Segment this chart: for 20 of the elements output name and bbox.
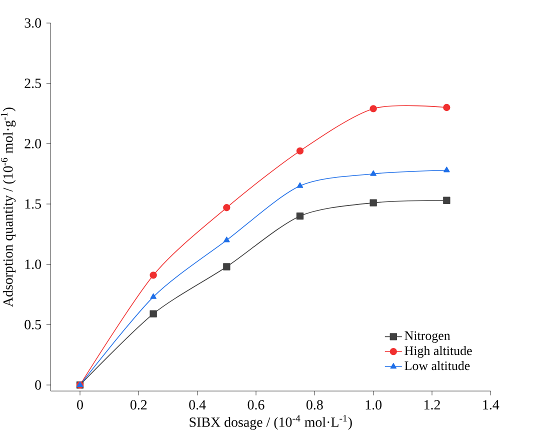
legend-label: High altitude [404, 346, 472, 358]
x-tick-label: 0 [77, 400, 83, 410]
y-tick-label: 0.5 [24, 320, 42, 330]
y-tick-label: 0 [35, 380, 42, 390]
y-tick-label: 1.0 [25, 260, 42, 270]
y-axis-title: Adsorption quantity / (10$^{-6}$ mol·g$^{-1}$) [0, 108, 16, 307]
x-axis-title: SIBX dosage / (10$^{-4}$ mol·L$^{-1}$) [190, 415, 352, 430]
y-tick-label: 2.0 [24, 138, 42, 148]
x-tick-label: 1.0 [366, 400, 382, 410]
y-tick-label: 1.5 [25, 199, 42, 209]
x-tick-label: 0.8 [306, 400, 323, 410]
x-tick-label: 0.2 [130, 400, 147, 410]
x-tick-label: 1.4 [483, 400, 500, 410]
legend-label: Low altitude [404, 361, 470, 370]
y-tick-label: 3.0 [24, 18, 42, 28]
x-tick-label: 1.2 [424, 400, 440, 410]
y-tick-label: 2.5 [24, 78, 42, 88]
x-tick-label: 0.4 [189, 400, 206, 410]
legend-label: Nitrogen [404, 331, 450, 343]
x-tick-label: 0.6 [248, 400, 264, 410]
